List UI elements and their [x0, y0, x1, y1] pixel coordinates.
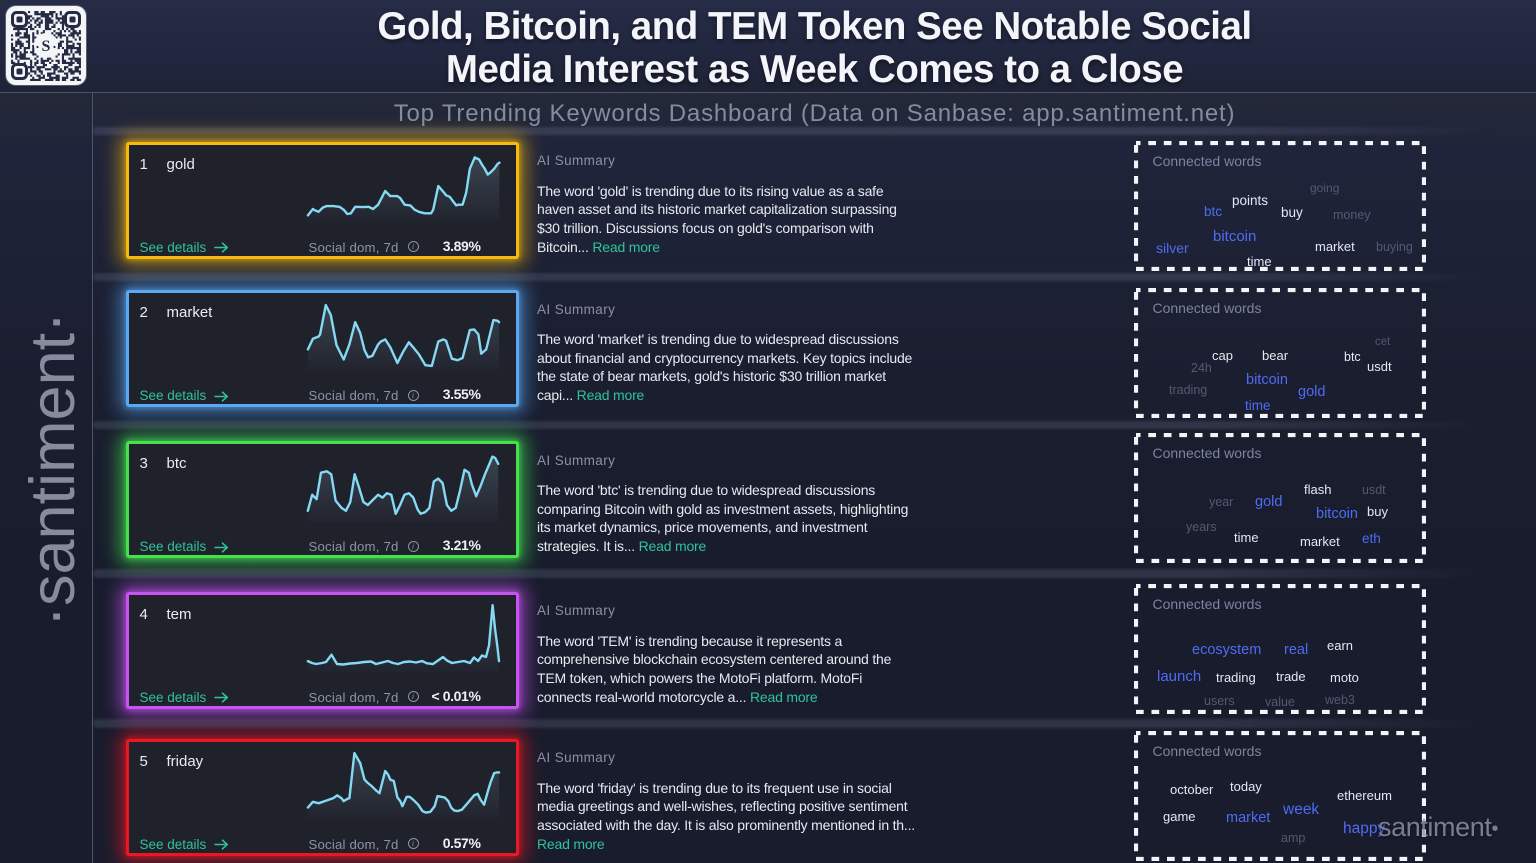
svg-text:S: S [42, 38, 51, 55]
